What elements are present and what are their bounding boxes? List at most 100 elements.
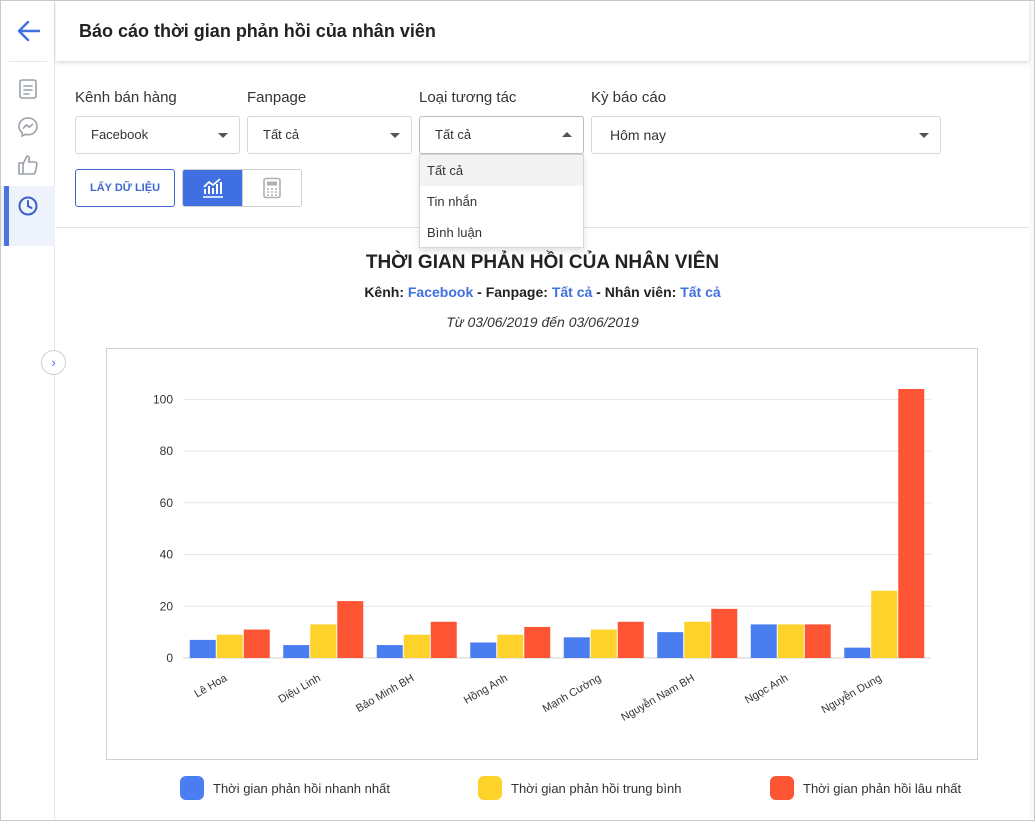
bar: [750, 624, 777, 658]
dropdown-option-comments[interactable]: Bình luận: [427, 225, 482, 240]
back-arrow-icon[interactable]: [15, 17, 43, 45]
chart-container: 0 20 40 60 80 100 Lê Hoa Diệu Linh Bảo Minh BH Hồ…: [106, 348, 978, 760]
bar: [524, 626, 551, 658]
bar: [310, 624, 337, 658]
fanpage-select-value: Tất cả: [263, 127, 300, 142]
bar: [216, 634, 243, 658]
caret-down-icon: [218, 133, 228, 138]
bar: [403, 634, 430, 658]
x-tick-label: Nguyễn Nam BH: [619, 671, 697, 724]
x-tick-label: Diệu Linh: [276, 672, 322, 706]
bar: [337, 601, 364, 658]
legend-item-fastest[interactable]: Thời gian phản hồi nhanh nhất: [180, 776, 390, 800]
messenger-icon: [18, 117, 38, 138]
sidebar-item-response-time[interactable]: [1, 186, 55, 246]
legend-item-slowest[interactable]: Thời gian phản hồi lâu nhất: [770, 776, 961, 800]
scrollbar[interactable]: [1029, 1, 1034, 819]
channel-select-value: Facebook: [91, 127, 149, 142]
get-data-button[interactable]: LẤY DỮ LIỆU: [75, 169, 175, 207]
x-tick-label: Ngọc Anh: [743, 672, 790, 706]
bar: [684, 621, 711, 658]
bar-chart: 0 20 40 60 80 100 Lê Hoa Diệu Linh Bảo Minh BH Hồ…: [153, 389, 931, 724]
y-tick-label: 20: [160, 599, 174, 613]
x-tick-label: Mạnh Cường: [541, 672, 604, 715]
clock-icon: [18, 196, 38, 216]
bar: [898, 389, 925, 658]
report-subtitle: Kênh: Facebook - Fanpage: Tất cả - Nhân …: [364, 284, 721, 300]
interaction-select[interactable]: Tất cả: [419, 116, 584, 154]
channel-caption-value: Facebook: [407, 284, 474, 300]
bar: [871, 590, 898, 658]
bar: [243, 629, 270, 658]
channel-select[interactable]: Facebook: [75, 116, 240, 154]
bar: [283, 645, 310, 658]
legend-swatch: [478, 776, 502, 800]
caret-down-icon: [919, 133, 929, 138]
sidebar-divider: [9, 61, 47, 62]
bar: [470, 642, 497, 658]
bar: [376, 645, 403, 658]
bar: [657, 632, 684, 658]
period-select-value: Hôm nay: [610, 127, 667, 143]
interaction-select-value: Tất cả: [435, 127, 472, 142]
chart-icon: [202, 178, 223, 198]
bar: [189, 639, 216, 658]
chevron-right-icon: ›: [51, 355, 56, 370]
bar: [777, 624, 804, 658]
fanpage-caption-value: Tất cả: [551, 284, 593, 300]
y-tick-label: 100: [153, 392, 173, 406]
bar: [711, 608, 738, 658]
page-title: Báo cáo thời gian phản hồi của nhân viên: [79, 21, 436, 41]
caret-down-icon: [390, 133, 400, 138]
report-date-range: Từ 03/06/2019 đến 03/06/2019: [446, 314, 639, 330]
bar: [804, 624, 831, 658]
y-tick-label: 40: [160, 548, 174, 562]
x-tick-label: Lê Hoa: [193, 672, 230, 701]
bar: [563, 637, 590, 658]
interaction-label: Loại tương tác: [419, 89, 517, 106]
bar: [844, 647, 871, 658]
staff-caption-value: Tất cả: [680, 284, 721, 300]
interaction-dropdown: Tất cả Tin nhắn Bình luận: [419, 154, 584, 248]
sidebar-item-like[interactable]: [1, 146, 55, 184]
y-tick-label: 60: [160, 496, 174, 510]
y-tick-label: 80: [160, 444, 174, 458]
staff-caption: Nhân viên:: [604, 284, 677, 300]
table-view-button[interactable]: [242, 170, 301, 206]
report-icon: [19, 79, 37, 99]
sidebar-item-messenger[interactable]: [1, 108, 55, 146]
bar: [590, 629, 617, 658]
legend-label: Thời gian phản hồi lâu nhất: [803, 780, 962, 796]
dropdown-option-all[interactable]: Tất cả: [420, 155, 583, 186]
page-header: Báo cáo thời gian phản hồi của nhân viên: [56, 1, 1029, 61]
calculator-icon: [263, 177, 281, 199]
report-title: THỜI GIAN PHẢN HỒI CỦA NHÂN VIÊN: [365, 252, 720, 273]
period-select[interactable]: Hôm nay: [591, 116, 941, 154]
legend-item-average[interactable]: Thời gian phản hồi trung bình: [478, 776, 681, 800]
like-icon: [18, 155, 38, 175]
fanpage-select[interactable]: Tất cả: [247, 116, 412, 154]
bar: [497, 634, 524, 658]
period-label: Kỳ báo cáo: [591, 89, 667, 106]
legend-swatch: [770, 776, 794, 800]
expand-sidebar-button[interactable]: ›: [41, 350, 66, 375]
fanpage-caption: Fanpage:: [485, 284, 548, 300]
x-tick-label: Nguyễn Dung: [819, 671, 884, 716]
sidebar-item-report[interactable]: [1, 70, 55, 108]
channel-caption: Kênh:: [364, 284, 404, 300]
chart-view-button[interactable]: [183, 170, 242, 206]
caret-up-icon: [562, 132, 572, 137]
x-tick-label: Bảo Minh BH: [354, 672, 416, 715]
fanpage-label: Fanpage: [247, 89, 307, 106]
x-tick-label: Hồng Anh: [462, 672, 510, 707]
view-toggle: [182, 169, 302, 207]
bar: [430, 621, 457, 658]
legend-label: Thời gian phản hồi nhanh nhất: [213, 780, 390, 796]
sidebar: [1, 1, 55, 819]
bar: [617, 621, 644, 658]
y-tick-label: 0: [166, 651, 173, 665]
channel-label: Kênh bán hàng: [75, 89, 177, 106]
legend-swatch: [180, 776, 204, 800]
dropdown-option-messages[interactable]: Tin nhắn: [427, 194, 478, 209]
legend-label: Thời gian phản hồi trung bình: [511, 780, 682, 796]
